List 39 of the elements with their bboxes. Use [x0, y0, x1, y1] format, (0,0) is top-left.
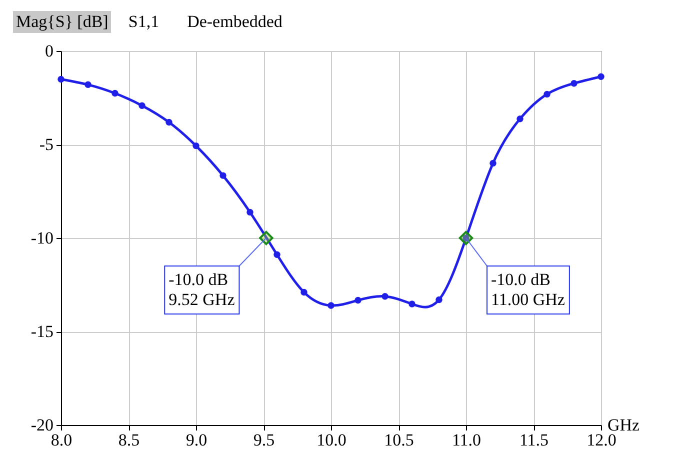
point: [570, 80, 578, 87]
point: [220, 172, 226, 179]
callout-box: -10.0 dB 9.52 GHz: [164, 238, 267, 314]
point: [354, 296, 362, 304]
point: [112, 90, 118, 97]
point: [300, 288, 308, 296]
point: [246, 208, 254, 216]
point: [408, 300, 416, 308]
annotation: -10.0 dB 11.00 GHz: [491, 270, 566, 309]
point: [516, 116, 524, 122]
point: [436, 296, 442, 304]
x-tick-label: 9.0: [186, 430, 208, 450]
x-tick-label: 10.5: [384, 430, 414, 450]
point: [544, 90, 550, 98]
y-tick-label: 0: [45, 42, 54, 60]
point: [138, 102, 146, 109]
point: [58, 76, 64, 83]
y-tick-label: -15: [30, 322, 54, 341]
point: [382, 292, 388, 300]
point: [192, 142, 200, 150]
x-tick-label: 11.0: [452, 430, 482, 450]
point: [166, 118, 172, 126]
y-tick-label: -10: [30, 228, 54, 248]
x-tick-label: 11.5: [519, 430, 549, 450]
point: [490, 160, 496, 167]
x-tick-label: 10.0: [316, 430, 346, 450]
point: [84, 81, 92, 88]
annotation: -10.0 dB 9.52 GHz: [168, 270, 236, 309]
point: [328, 302, 334, 309]
y-tick-label: -5: [39, 135, 54, 154]
point: [274, 251, 280, 258]
y-axis-title: Mag{S} [dB]: [13, 11, 112, 33]
chart-subtitle: De-embedded: [186, 11, 284, 33]
x-tick-label: 8.5: [118, 430, 140, 450]
x-tick-label: 8.0: [50, 430, 72, 450]
x-tick-label: 9.5: [253, 430, 275, 450]
point: [598, 73, 604, 80]
chart-title: S1,1: [127, 11, 160, 33]
y-tick-label: -20: [30, 416, 54, 434]
